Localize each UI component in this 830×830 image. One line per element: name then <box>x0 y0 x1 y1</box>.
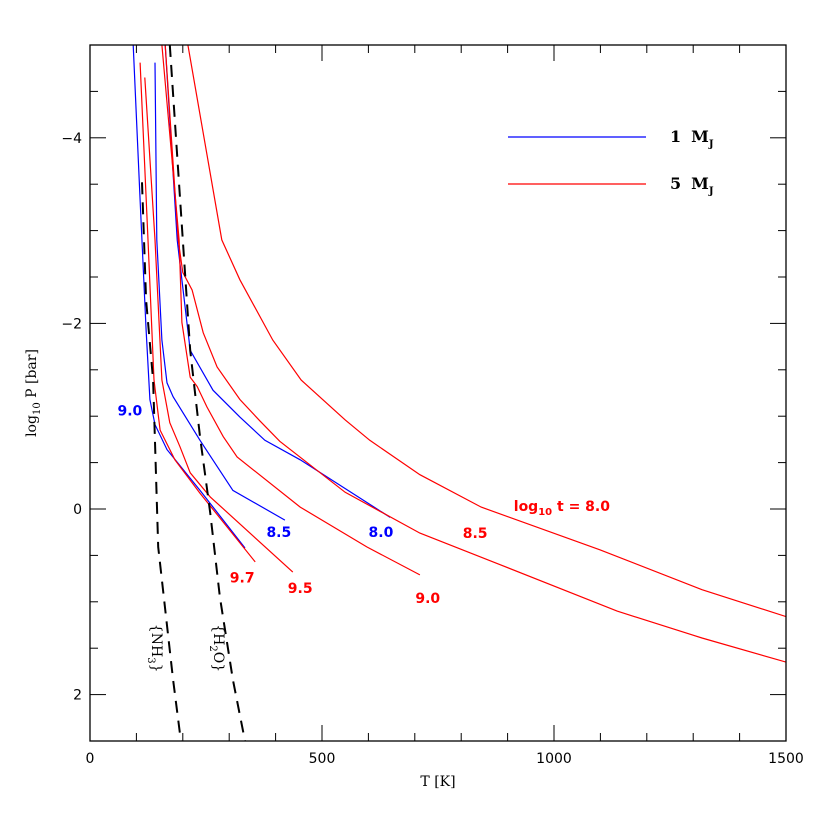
age-label: 8.5 <box>463 526 488 542</box>
age-title-label: log10 t = 8.0 <box>514 499 610 518</box>
curve-age-labels: 9.0 8.5 8.0 9.7 9.5 9.0 8.5 <box>117 404 487 607</box>
series-5mj-age-9.0 <box>161 45 421 576</box>
x-tick-label: 1500 <box>768 751 804 767</box>
y-axis-label: log10 P [bar] <box>24 349 43 437</box>
age-label: 9.0 <box>415 591 440 607</box>
x-tick-label: 0 <box>86 751 95 767</box>
axis-ticks <box>89 44 787 742</box>
h2o-condensation-label: {H2O} <box>207 624 226 672</box>
series-1mj-age-8.5 <box>154 62 286 521</box>
x-tick-label: 500 <box>309 751 336 767</box>
legend-label-1mj: 1 MJ <box>670 127 714 150</box>
y-tick-label: −2 <box>61 316 82 332</box>
legend: 1 MJ 5 MJ <box>508 127 714 197</box>
series-5mj-age-8.5 <box>164 45 786 663</box>
x-tick-label: 1000 <box>536 751 572 767</box>
age-label: 9.7 <box>230 571 255 587</box>
age-label: 9.5 <box>288 581 313 597</box>
nh3-condensation-label: {NH3} <box>145 624 164 673</box>
plot-frame <box>89 44 787 742</box>
y-tick-labels: −4 −2 0 2 <box>61 131 82 704</box>
h2o-condensation-curve <box>168 45 246 741</box>
y-tick-label: −4 <box>61 131 82 147</box>
curves <box>132 45 786 741</box>
age-label: 9.0 <box>117 404 142 420</box>
nh3-condensation-curve <box>141 182 182 741</box>
age-label: 8.5 <box>266 525 291 541</box>
series-5mj-age-9.7 <box>139 62 256 563</box>
legend-label-5mj: 5 MJ <box>670 174 714 197</box>
age-label: 8.0 <box>369 525 394 541</box>
series-5mj-age-8.0 <box>187 45 786 618</box>
x-tick-labels: 0 500 1000 1500 <box>86 751 804 767</box>
y-tick-label: 0 <box>73 502 82 518</box>
x-axis-label: T [K] <box>420 774 455 790</box>
series-1mj-age-9.0 <box>132 45 246 549</box>
y-tick-label: 2 <box>73 688 82 704</box>
